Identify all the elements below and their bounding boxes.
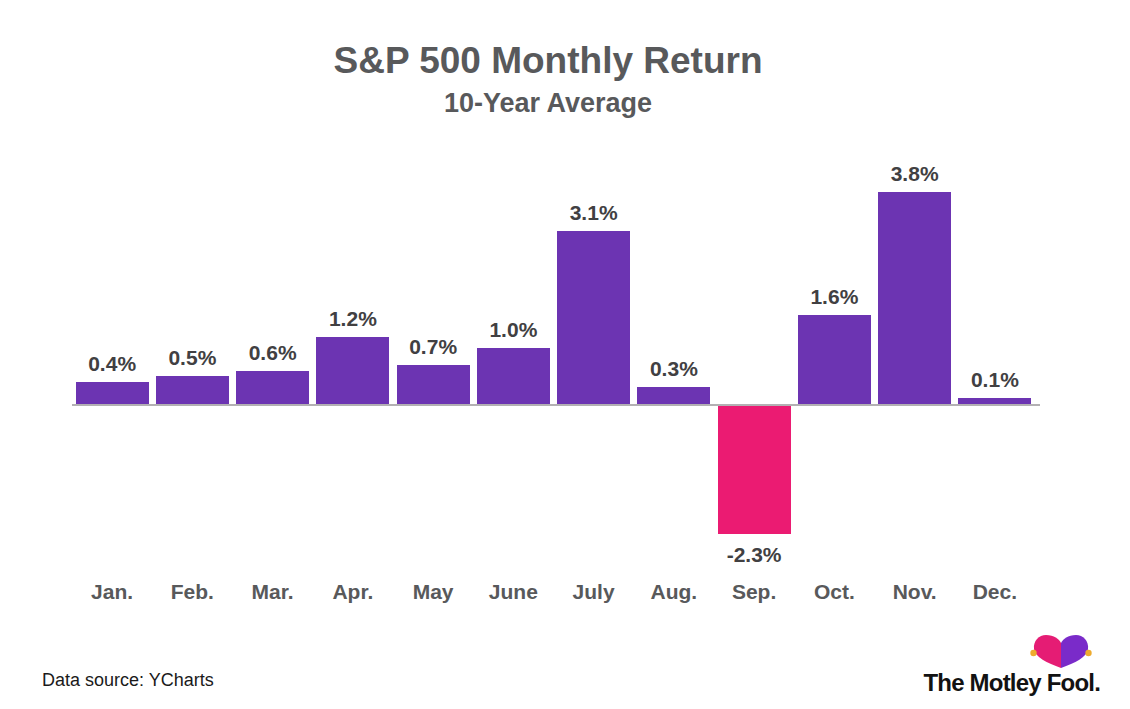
value-label-july: 3.1% [554,201,634,225]
bar-mar [236,371,309,404]
hat-bell-right [1085,650,1091,656]
chart-header: S&P 500 Monthly Return 10-Year Average [0,40,1096,119]
jester-hat-icon [1028,630,1094,672]
value-label-sep: -2.3% [714,543,794,567]
value-label-feb: 0.5% [152,346,232,370]
bar-oct [798,315,871,404]
hat-bell-left [1030,650,1036,656]
value-label-june: 1.0% [473,318,553,342]
bar-feb [156,376,229,404]
bar-jan [76,382,149,404]
month-label-sep: Sep. [714,580,794,604]
hat-right-lobe [1061,635,1088,668]
motley-fool-logo: The Motley Fool. [900,630,1100,697]
month-label-july: July [554,580,634,604]
chart-subtitle: 10-Year Average [0,88,1096,119]
value-label-apr: 1.2% [313,307,393,331]
bar-june [477,348,550,404]
month-label-feb: Feb. [152,580,232,604]
month-label-oct: Oct. [794,580,874,604]
data-source-text: Data source: YCharts [42,670,214,691]
month-label-mar: Mar. [233,580,313,604]
bar-apr [316,337,389,404]
value-label-aug: 0.3% [634,357,714,381]
bar-may [397,365,470,404]
month-label-apr: Apr. [313,580,393,604]
bar-dec [958,398,1031,404]
chart: 0.4% Jan. 0.5% Feb. 0.6% Mar. 1.2% Apr. 0.7% May 1… [72,150,1037,620]
month-label-jan: Jan. [72,580,152,604]
value-label-may: 0.7% [393,335,473,359]
value-label-mar: 0.6% [233,341,313,365]
chart-title: S&P 500 Monthly Return [0,40,1096,82]
month-label-may: May [393,580,473,604]
bar-july [557,231,630,404]
month-label-june: June [473,580,553,604]
hat-left-lobe [1034,635,1061,668]
month-label-aug: Aug. [634,580,714,604]
value-label-jan: 0.4% [72,352,152,376]
month-label-nov: Nov. [875,580,955,604]
logo-text: The Motley Fool. [900,669,1100,697]
bar-nov [878,192,951,404]
month-label-dec: Dec. [955,580,1035,604]
value-label-oct: 1.6% [794,285,874,309]
x-axis-line [72,404,1040,406]
bar-aug [637,387,710,404]
bar-sep [718,406,791,534]
value-label-dec: 0.1% [955,368,1035,392]
value-label-nov: 3.8% [875,162,955,186]
